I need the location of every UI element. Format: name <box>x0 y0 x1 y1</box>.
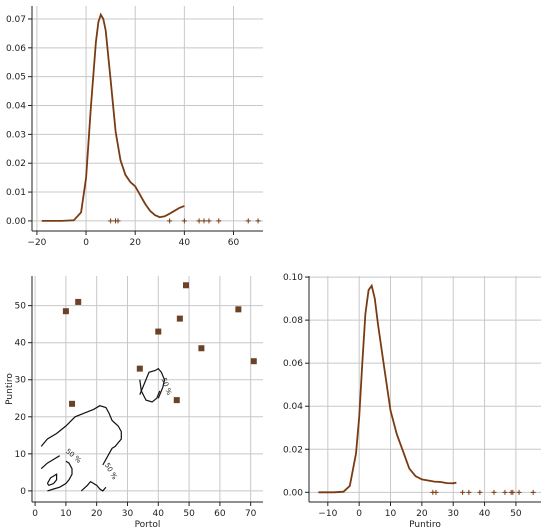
scatter-point <box>173 397 180 404</box>
contour-line <box>40 405 122 466</box>
x-tick-label: 50 <box>183 509 195 519</box>
x-tick-label: 0 <box>83 238 89 248</box>
y-tick-label: 10 <box>15 450 27 460</box>
rug-marker <box>433 489 439 495</box>
y-tick-label: 0.01 <box>6 188 26 198</box>
rug-marker <box>502 489 508 495</box>
rug-marker <box>216 218 222 224</box>
rug-marker <box>466 489 472 495</box>
rug-marker <box>115 218 121 224</box>
rug-marker <box>516 489 522 495</box>
y-tick-label: 0 <box>20 487 26 497</box>
rug-marker <box>491 489 497 495</box>
x-tick-label: 10 <box>385 509 397 519</box>
rug-marker <box>255 218 261 224</box>
x-tick-label: 40 <box>153 509 165 519</box>
contour-line <box>139 379 161 403</box>
scatter-plot-portol-vs-puntiro: 0 10 20 30 40 50 60 70 0 10 20 30 40 50 Portol Puntiro 5… <box>5 276 263 530</box>
x-tick-label: 0 <box>32 509 38 519</box>
rug-marker <box>510 489 516 495</box>
contour-line <box>139 367 166 399</box>
x-tick-label: 40 <box>479 509 491 519</box>
scatter-point <box>198 345 205 352</box>
density-curve <box>318 283 457 494</box>
y-axis-label: Puntiro <box>5 373 15 405</box>
x-tick-label: −20 <box>27 238 46 248</box>
y-tick-label: 0.08 <box>283 316 303 326</box>
y-tick-label: 0.10 <box>283 273 303 283</box>
rug-marker <box>245 218 251 224</box>
contour-line <box>47 460 73 492</box>
contour-line <box>46 473 58 487</box>
x-tick-label: 30 <box>122 509 134 519</box>
y-tick-label: 40 <box>15 339 27 349</box>
scatter-point <box>155 328 162 335</box>
x-tick-label: 30 <box>447 509 459 519</box>
density-plot-puntiro: −10 0 10 20 30 40 50 0.00 0.02 0.04 0.06 0.08 0.10 Pu… <box>283 273 541 530</box>
rug-marker <box>530 489 536 495</box>
x-tick-label: −10 <box>318 509 337 519</box>
y-tick-label: 0.06 <box>6 44 26 54</box>
scatter-point <box>176 315 183 322</box>
rug-marker <box>108 218 114 224</box>
x-axis-label: Portol <box>135 520 161 530</box>
y-tick-label: 0.02 <box>283 445 303 455</box>
x-tick-label: 0 <box>356 509 362 519</box>
scatter-point <box>69 400 76 407</box>
rug-marker <box>460 489 466 495</box>
rug-marker <box>196 218 202 224</box>
x-tick-label: 50 <box>510 509 522 519</box>
density-plot-portol: −20 0 20 40 60 0.00 0.01 0.02 0.03 0.04 0.05 0.06 0.… <box>6 6 263 248</box>
contour-label: 50 % <box>103 462 119 482</box>
y-tick-label: 0.00 <box>6 217 26 227</box>
y-tick-label: 0.06 <box>283 359 303 369</box>
contour-line <box>40 455 61 470</box>
y-tick-label: 20 <box>15 413 27 423</box>
contour-line <box>80 480 107 492</box>
scatter-point <box>183 282 189 289</box>
y-tick-label: 0.04 <box>283 402 303 412</box>
y-tick-label: 0.04 <box>6 102 26 112</box>
y-tick-label: 0.05 <box>6 73 26 83</box>
rug-marker <box>167 218 173 224</box>
y-tick-label: 0.02 <box>6 159 26 169</box>
scatter-point <box>250 358 257 365</box>
scatter-point <box>235 306 242 313</box>
rug-marker <box>206 218 212 224</box>
x-tick-label: 40 <box>179 238 191 248</box>
y-tick-label: 50 <box>15 302 27 312</box>
scatter-point <box>75 298 82 305</box>
density-curve <box>41 12 185 222</box>
rug-marker <box>181 218 187 224</box>
scatter-point <box>62 308 69 315</box>
x-tick-label: 10 <box>60 509 72 519</box>
x-tick-label: 20 <box>416 509 428 519</box>
y-tick-label: 30 <box>15 376 27 386</box>
y-tick-label: 0.00 <box>283 488 303 498</box>
rug-marker <box>201 218 207 224</box>
x-tick-label: 70 <box>245 509 257 519</box>
x-tick-label: 60 <box>228 238 240 248</box>
y-tick-label: 0.03 <box>6 130 26 140</box>
x-axis-label: Puntiro <box>409 520 441 530</box>
x-tick-label: 60 <box>214 509 226 519</box>
y-tick-label: 0.07 <box>6 15 26 25</box>
x-tick-label: 20 <box>91 509 103 519</box>
rug-marker <box>477 489 483 495</box>
scatter-point <box>136 365 143 372</box>
x-tick-label: 20 <box>129 238 141 248</box>
